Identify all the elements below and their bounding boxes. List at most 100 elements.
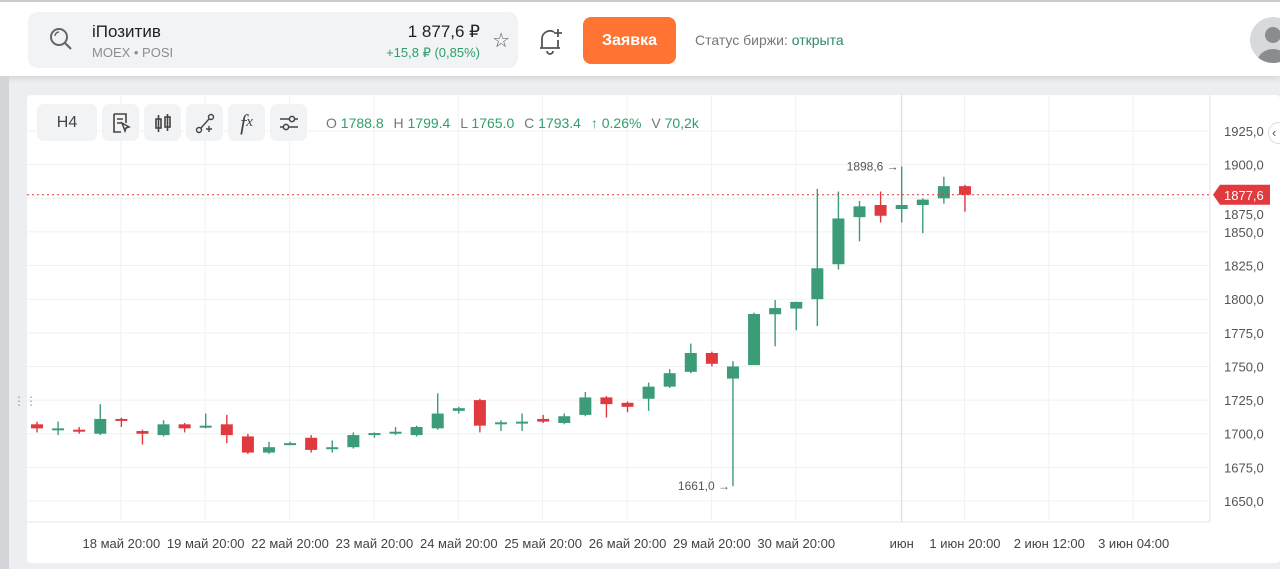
y-tick-label: 1700,0 (1224, 427, 1264, 442)
candle-body (115, 418, 128, 421)
y-tick-label: 1850,0 (1224, 225, 1264, 240)
user-avatar[interactable] (1250, 17, 1280, 63)
candle-body (220, 424, 233, 436)
candle-body (916, 199, 929, 206)
x-tick-label: 2 июн 12:00 (1014, 536, 1085, 551)
x-tick-label: 24 май 20:00 (420, 536, 498, 551)
candle-body (790, 301, 803, 309)
candle-body (600, 397, 613, 405)
status-label: Статус биржи: (695, 32, 788, 48)
y-tick-label: 1875,0 (1224, 207, 1264, 222)
candle-body (937, 186, 950, 199)
candle-body (31, 424, 43, 429)
y-tick-label: 1725,0 (1224, 393, 1264, 408)
candle-body (262, 447, 275, 453)
top-bar: iПозитив MOEX • POSI 1 877,6 ₽ +15,8 ₽ (… (0, 0, 1280, 76)
candle-body (410, 427, 423, 436)
extreme-price-annotation: 1661,0 → (678, 479, 730, 493)
close-label: C (524, 115, 535, 131)
y-tick-label: 1825,0 (1224, 259, 1264, 274)
candle-body (621, 402, 634, 407)
y-tick-label: 1925,0 (1224, 124, 1264, 139)
high-label: H (393, 115, 404, 131)
candle-body (52, 428, 65, 431)
candle-body (368, 433, 381, 436)
instrument-search[interactable]: iПозитив MOEX • POSI 1 877,6 ₽ +15,8 ₽ (… (28, 12, 518, 68)
last-price-badge (1213, 184, 1270, 205)
x-tick-label: 19 май 20:00 (167, 536, 245, 551)
candle-body (389, 431, 402, 434)
search-icon (50, 28, 72, 50)
y-tick-label: 1900,0 (1224, 158, 1264, 173)
ohlc-readout: O 1788.8 H 1799.4 L 1765.0 C 1793.4 ↑ 0.… (326, 115, 705, 131)
open-label: O (326, 115, 337, 131)
drawing-tools-icon[interactable] (186, 104, 223, 141)
candle-body (284, 443, 297, 446)
candle-body (726, 366, 739, 379)
candle-body (452, 408, 465, 411)
favorite-star-icon[interactable]: ☆ (492, 30, 510, 52)
candle-body (326, 447, 339, 450)
last-price-label: 1877,6 (1224, 188, 1264, 203)
x-tick-label: 3 июн 04:00 (1098, 536, 1169, 551)
x-tick-label: 26 май 20:00 (589, 536, 667, 551)
y-tick-label: 1675,0 (1224, 460, 1264, 475)
volume-label: V (651, 115, 661, 131)
candle-body (199, 425, 212, 428)
extreme-price-annotation: 1898,6 → (847, 160, 899, 174)
instrument-ticker: MOEX • POSI (92, 45, 174, 60)
candle-body (473, 400, 486, 426)
price-change: +15,8 ₽ (0,85%) (386, 45, 480, 60)
candle-body (769, 308, 782, 315)
candle-body (94, 418, 107, 434)
candle-body (431, 413, 444, 429)
add-alert-bell-icon[interactable] (536, 26, 564, 56)
candle-body (537, 418, 550, 422)
timeframe-button[interactable]: H4 (37, 104, 97, 141)
chart-notes-icon[interactable] (102, 104, 139, 141)
candle-body (178, 424, 191, 429)
candle-body (748, 313, 761, 366)
low-label: L (460, 115, 468, 131)
candle-body (895, 205, 908, 210)
y-tick-label: 1650,0 (1224, 494, 1264, 509)
order-button[interactable]: Заявка (583, 17, 676, 64)
x-tick-label: 18 май 20:00 (83, 536, 161, 551)
candle-body (705, 353, 718, 364)
exchange-status: Статус биржи: открыта (695, 32, 844, 48)
candle-body (579, 397, 592, 415)
x-tick-label: 29 май 20:00 (673, 536, 751, 551)
x-tick-label: 1 июн 20:00 (929, 536, 1000, 551)
open-value: 1788.8 (340, 115, 384, 131)
y-tick-label: 1800,0 (1224, 292, 1264, 307)
chart-type-candles-icon[interactable] (144, 104, 181, 141)
drag-handle-icon[interactable]: ⋮⋮ (13, 394, 37, 408)
instrument-price: 1 877,6 ₽ (407, 22, 480, 41)
candle-body (136, 431, 149, 434)
instrument-name: iПозитив (92, 22, 161, 41)
low-value: 1765.0 (471, 115, 515, 131)
candle-body (241, 436, 254, 453)
x-tick-label: 25 май 20:00 (504, 536, 582, 551)
candle-body (874, 205, 887, 216)
candle-body (811, 268, 824, 300)
candle-body (832, 218, 845, 265)
candle-body (516, 421, 529, 424)
change-value: ↑ 0.26% (590, 115, 642, 131)
candle-body (494, 422, 507, 425)
x-tick-label: 23 май 20:00 (336, 536, 414, 551)
chart-settings-icon[interactable] (270, 104, 307, 141)
left-scrollbar[interactable] (0, 76, 9, 569)
candle-body (684, 353, 697, 372)
chart-panel (27, 95, 1280, 563)
candle-body (558, 416, 571, 423)
status-value: открыта (791, 32, 844, 48)
x-tick-label: 22 май 20:00 (251, 536, 329, 551)
candle-body (958, 186, 971, 195)
x-tick-label: 30 май 20:00 (757, 536, 835, 551)
candle-body (642, 386, 655, 399)
candle-body (347, 435, 360, 448)
close-value: 1793.4 (538, 115, 581, 131)
